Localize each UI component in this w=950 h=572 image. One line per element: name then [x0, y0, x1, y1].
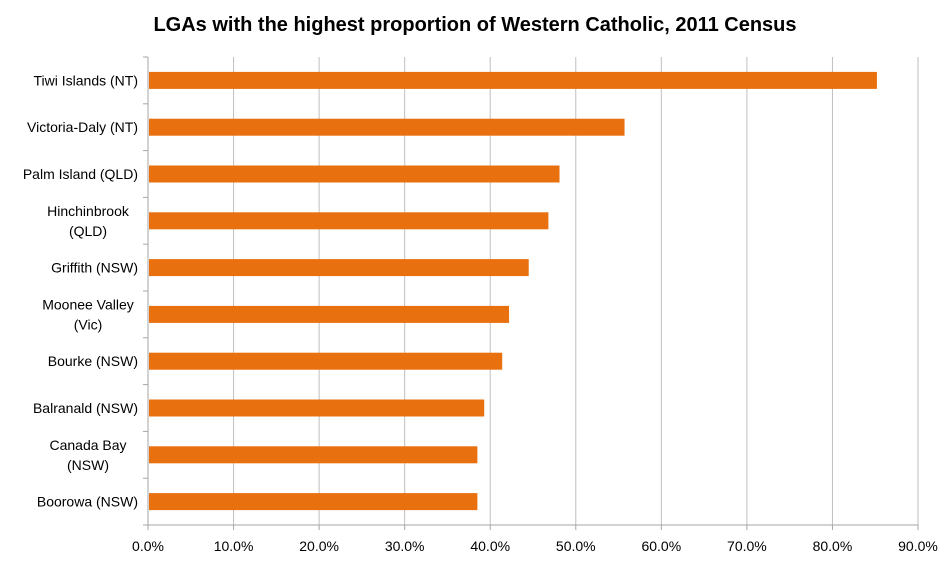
x-tick-label: 40.0% [470, 538, 510, 554]
category-label: Bourke (NSW) [48, 353, 138, 369]
category-label: Balranald (NSW) [33, 400, 138, 416]
x-tick-label: 20.0% [299, 538, 339, 554]
x-tick-label: 30.0% [385, 538, 425, 554]
bar [149, 305, 510, 323]
category-label: Tiwi Islands (NT) [34, 72, 139, 88]
bar [149, 118, 625, 136]
bar [149, 446, 478, 464]
x-tick-label: 50.0% [556, 538, 596, 554]
category-label: Victoria-Daly (NT) [27, 119, 138, 135]
x-tick-label: 80.0% [813, 538, 853, 554]
bar [149, 259, 529, 277]
category-label: Canada Bay (NSW) [49, 437, 126, 473]
bar [149, 352, 503, 370]
bar [149, 493, 478, 511]
x-tick-label: 70.0% [727, 538, 767, 554]
x-tick-label: 60.0% [641, 538, 681, 554]
x-tick-label: 90.0% [898, 538, 938, 554]
category-label: Moonee Valley (Vic) [42, 296, 134, 332]
x-tick-label: 0.0% [132, 538, 164, 554]
bar [149, 399, 485, 417]
category-label: Hinchinbrook (QLD) [47, 203, 130, 239]
category-label: Boorowa (NSW) [37, 494, 138, 510]
bar [149, 212, 549, 230]
x-tick-label: 10.0% [214, 538, 254, 554]
chart-title: LGAs with the highest proportion of West… [153, 14, 797, 36]
category-label: Palm Island (QLD) [23, 166, 138, 182]
category-label: Griffith (NSW) [51, 260, 138, 276]
bar [149, 71, 877, 89]
bar [149, 165, 560, 183]
